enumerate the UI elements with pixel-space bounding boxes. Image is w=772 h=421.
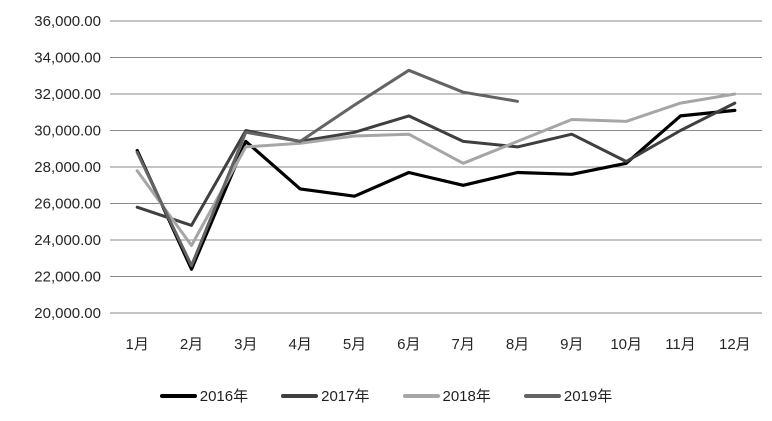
legend-label: 2018年	[442, 388, 491, 405]
legend-item-2018年: 2018年	[402, 385, 491, 406]
chart-legend: 2016年 2017年 2018年 2019年	[0, 385, 772, 406]
x-tick-label: 5月	[343, 336, 366, 353]
legend-item-2016年: 2016年	[159, 385, 249, 406]
x-tick-label: 2月	[180, 336, 203, 353]
y-tick-label: 36,000.00	[34, 13, 101, 30]
y-tick-label: 32,000.00	[34, 86, 101, 103]
legend-item-2017年: 2017年	[281, 385, 370, 406]
series-line-2017年	[135, 101, 737, 227]
legend-label: 2017年	[321, 388, 370, 405]
y-tick-label: 28,000.00	[34, 159, 101, 176]
legend-label: 2019年	[563, 388, 613, 405]
y-tick-label: 24,000.00	[34, 232, 101, 249]
x-tick-label: 6月	[397, 336, 420, 353]
x-tick-label: 4月	[288, 336, 311, 353]
series-line-2019年	[135, 68, 519, 268]
x-tick-label: 12月	[719, 336, 751, 353]
y-tick-label: 22,000.00	[34, 269, 101, 286]
y-tick-label: 26,000.00	[34, 196, 101, 213]
legend-line-swatch	[281, 393, 319, 398]
x-tick-label: 3月	[234, 336, 257, 353]
legend-line-swatch	[523, 393, 561, 398]
y-tick-label: 20,000.00	[34, 305, 101, 322]
x-tick-label: 7月	[451, 336, 474, 353]
y-tick-label: 34,000.00	[34, 50, 101, 67]
legend-label: 2016年	[199, 388, 249, 405]
legend-line-swatch	[159, 393, 197, 398]
x-tick-label: 8月	[506, 336, 529, 353]
legend-item-2019年: 2019年	[523, 385, 613, 406]
legend-line-swatch	[402, 393, 440, 398]
line-chart: 36,000.00 34,000.00 32,000.00 30,000.00 28,0…	[34, 13, 762, 353]
y-tick-label: 30,000.00	[34, 123, 101, 140]
x-tick-label: 10月	[610, 336, 642, 353]
x-tick-label: 11月	[665, 336, 696, 353]
x-tick-label: 1月	[125, 336, 148, 353]
series-line-2016年	[135, 108, 737, 271]
x-tick-label: 9月	[560, 336, 583, 353]
series-line-2018年	[135, 92, 737, 247]
